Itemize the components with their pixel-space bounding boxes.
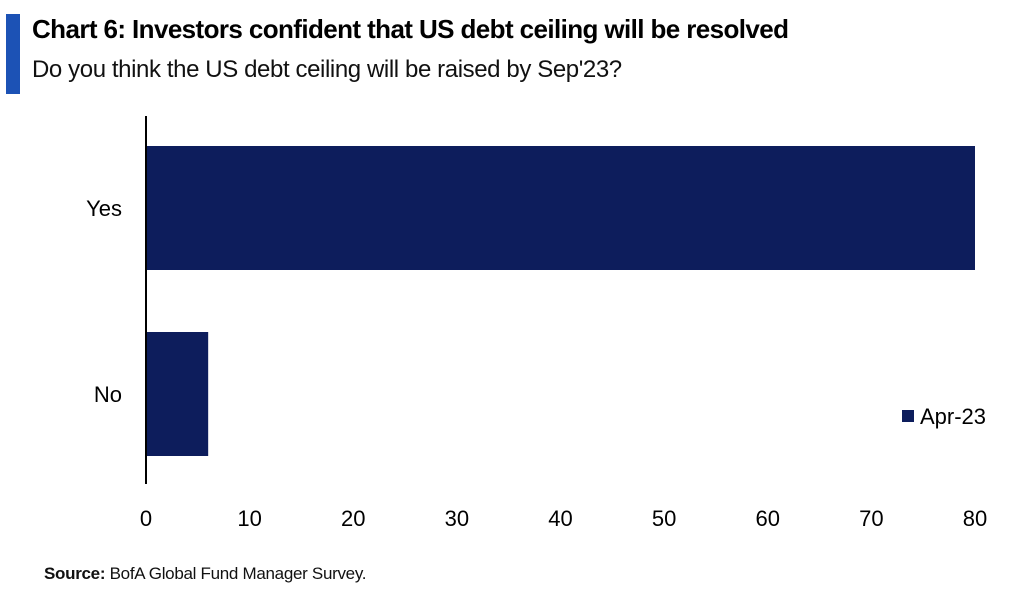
legend-label: Apr-23 <box>920 404 986 429</box>
bars-group <box>146 146 975 456</box>
category-label-yes: Yes <box>86 196 122 221</box>
x-tick-label: 10 <box>237 506 261 531</box>
x-tick-label: 50 <box>652 506 676 531</box>
bar-no <box>146 332 209 456</box>
x-tick-label: 30 <box>445 506 469 531</box>
x-tick-label: 20 <box>341 506 365 531</box>
x-tick-label: 80 <box>963 506 987 531</box>
category-labels: Yes No <box>86 196 122 407</box>
source-text: BofA Global Fund Manager Survey. <box>105 564 367 583</box>
x-tick-label: 40 <box>548 506 572 531</box>
category-label-no: No <box>94 382 122 407</box>
legend: Apr-23 <box>902 404 986 429</box>
bar-yes <box>146 146 975 270</box>
legend-swatch <box>902 410 914 422</box>
chart-title: Chart 6: Investors confident that US deb… <box>32 14 789 44</box>
title-accent-bar <box>6 14 20 94</box>
source-label: Source: <box>44 564 106 583</box>
x-tick-label: 60 <box>756 506 780 531</box>
x-tick-label: 70 <box>859 506 883 531</box>
x-tick-labels: 0 10 20 30 40 50 60 70 80 <box>140 506 987 531</box>
source-note: Source: BofA Global Fund Manager Survey. <box>44 564 367 584</box>
x-tick-label: 0 <box>140 506 152 531</box>
chart-subtitle: Do you think the US debt ceiling will be… <box>32 56 622 83</box>
